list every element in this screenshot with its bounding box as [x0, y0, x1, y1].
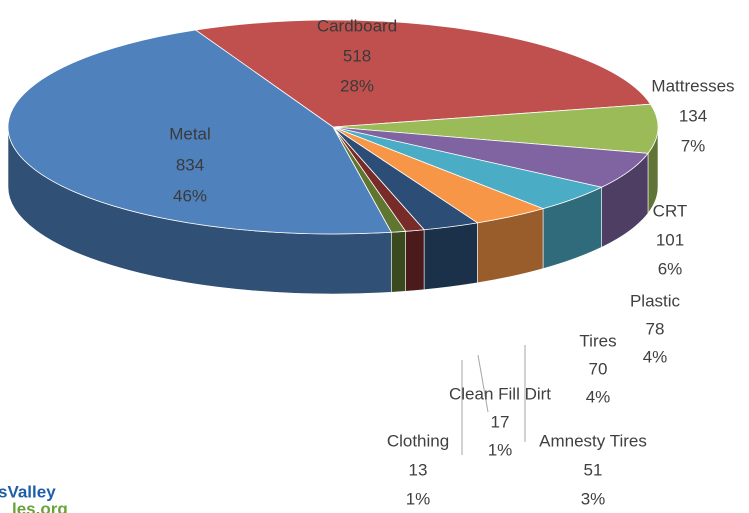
- data-label-percent: 3%: [581, 489, 606, 508]
- data-label-name: Clean Fill Dirt: [449, 384, 551, 403]
- logo-text: sValley: [0, 482, 56, 501]
- leader-line: [477, 354, 489, 413]
- data-label-percent: 1%: [488, 440, 513, 459]
- pie-side: [423, 222, 478, 291]
- data-label-percent: 4%: [643, 347, 668, 366]
- data-label-name: Amnesty Tires: [539, 431, 647, 450]
- data-label-percent: 1%: [406, 489, 431, 508]
- data-label-name: Mattresses: [651, 76, 734, 95]
- pie-slice: [194, 19, 652, 128]
- data-label-percent: 7%: [681, 136, 706, 155]
- data-label-value: 13: [409, 460, 428, 479]
- data-label-percent: 6%: [658, 259, 683, 278]
- data-label-name: Tires: [579, 331, 616, 350]
- data-label-percent: 28%: [340, 76, 374, 95]
- data-label-value: 101: [656, 230, 684, 249]
- data-label-value: 518: [343, 46, 371, 65]
- data-label-value: 51: [584, 460, 603, 479]
- data-label-name: Cardboard: [317, 16, 397, 35]
- data-label-name: Clothing: [387, 431, 449, 450]
- logo-text: les.org: [12, 499, 68, 513]
- data-label-value: 17: [491, 412, 510, 431]
- data-label-name: Plastic: [630, 291, 681, 310]
- data-label-value: 70: [589, 359, 608, 378]
- pie-slice: [332, 103, 659, 154]
- data-label-percent: 4%: [586, 387, 611, 406]
- data-label-name: Metal: [169, 124, 211, 143]
- data-label-percent: 46%: [173, 186, 207, 205]
- pie-slice: [7, 29, 392, 235]
- data-label-name: CRT: [653, 201, 688, 220]
- data-label-value: 834: [176, 155, 204, 174]
- pie-side: [405, 229, 425, 292]
- pie-side: [390, 230, 406, 293]
- data-label-value: 134: [679, 106, 707, 125]
- data-label-value: 78: [646, 319, 665, 338]
